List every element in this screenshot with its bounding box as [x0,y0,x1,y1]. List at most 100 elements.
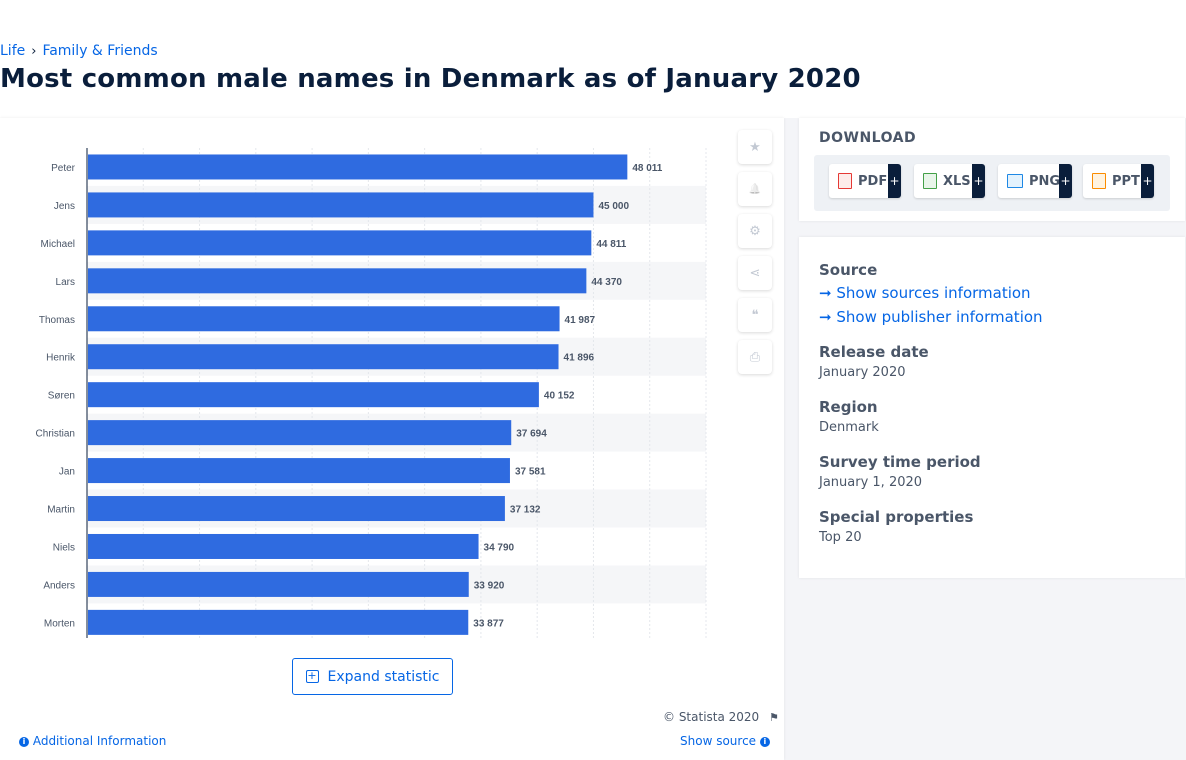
flag-icon[interactable]: ⚑ [769,711,779,724]
special-properties-heading: Special properties [819,508,974,526]
value-label: 33 920 [474,580,505,591]
copyright-text: © Statista 2020 [663,710,760,724]
category-label: Christian [36,429,75,440]
copyright-notice: © Statista 2020 ⚑ [663,710,779,724]
download-card: DOWNLOAD PDF + XLS + PNG + PPT + [799,118,1185,221]
pdf-file-icon [838,173,852,189]
chart-toolbar: ★ 🔔 ⚙ ⋖ ❝ ⎙ [738,130,772,382]
gear-icon: ⚙ [749,223,761,239]
release-date-value: January 2020 [819,365,906,380]
bar-chart: Peter 48 011 Jens 45 000 Michael 44 811 Lars 44… [36,148,707,638]
plus-icon: + [1059,164,1072,198]
bar [88,496,505,522]
info-icon: i [19,736,29,747]
bar [88,458,510,484]
bar [88,609,469,635]
star-icon: ★ [749,139,761,155]
value-label: 45 000 [598,201,629,212]
print-button[interactable]: ⎙ [738,340,772,374]
value-label: 41 987 [565,315,596,326]
share-icon: ⋖ [749,265,761,281]
category-label: Morten [44,618,75,629]
breadcrumb-item-family-friends[interactable]: Family & Friends [42,43,158,59]
favorite-button[interactable]: ★ [738,130,772,164]
print-icon: ⎙ [749,349,761,365]
additional-information-link[interactable]: i Additional Information [19,734,166,748]
xls-file-icon [923,173,937,189]
region-value: Denmark [819,420,879,435]
page-title: Most common male names in Denmark as of … [0,64,861,94]
bar [88,230,592,256]
bar [88,571,469,597]
download-ppt-button[interactable]: PPT + [1083,164,1154,198]
breadcrumb-separator: › [31,44,37,59]
statistic-details-card: Source ➞ Show sources information ➞ Show… [799,237,1185,578]
show-publisher-label: Show publisher information [836,308,1043,326]
download-buttons-row: PDF + XLS + PNG + PPT + [814,155,1170,211]
bar [88,533,479,559]
value-label: 48 011 [632,163,662,174]
value-label: 41 896 [564,353,595,364]
survey-period-heading: Survey time period [819,453,981,471]
bar [88,154,628,180]
bar [88,192,594,218]
category-label: Niels [53,542,75,553]
value-label: 40 152 [544,391,575,402]
value-label: 34 790 [484,542,515,553]
download-xls-button[interactable]: XLS + [914,164,985,198]
value-label: 33 877 [473,618,504,629]
citation-button[interactable]: ❝ [738,298,772,332]
category-label: Anders [43,580,75,591]
category-label: Lars [56,277,75,288]
chart-card: Peter 48 011 Jens 45 000 Michael 44 811 Lars 44… [0,118,784,760]
bar [88,420,512,446]
value-label: 44 811 [596,239,626,250]
ppt-file-icon [1092,173,1106,189]
category-label: Henrik [46,353,76,364]
source-heading: Source [819,261,878,279]
additional-information-label: Additional Information [32,734,167,748]
notification-button[interactable]: 🔔 [738,172,772,206]
download-pdf-label: PDF [858,173,888,189]
download-ppt-label: PPT [1112,173,1140,189]
breadcrumb: Life › Family & Friends [0,43,158,59]
category-label: Jens [54,201,75,212]
category-label: Peter [51,163,76,174]
plus-icon: + [972,164,985,198]
expand-statistic-label: Expand statistic [327,668,440,685]
breadcrumb-item-life[interactable]: Life [0,43,26,59]
category-label: Jan [59,467,75,478]
info-icon: i [759,736,770,747]
value-label: 37 132 [510,505,541,516]
survey-period-value: January 1, 2020 [819,475,923,490]
download-pdf-button[interactable]: PDF + [829,164,901,198]
show-sources-link[interactable]: ➞ Show sources information [819,284,1031,302]
region-heading: Region [819,398,878,416]
category-label: Michael [41,239,75,250]
png-file-icon [1007,174,1023,188]
arrow-right-icon: ➞ [819,308,832,326]
settings-button[interactable]: ⚙ [738,214,772,248]
show-source-label: Show source [680,734,757,748]
plus-icon: + [1141,164,1154,198]
category-label: Søren [48,391,75,402]
show-source-link[interactable]: Show source i [680,734,770,748]
plus-icon: + [888,164,901,198]
download-png-label: PNG [1029,173,1061,189]
bar [88,382,539,408]
category-label: Martin [47,505,75,516]
value-label: 37 581 [515,467,546,478]
download-title: DOWNLOAD [819,130,917,146]
value-label: 44 370 [591,277,622,288]
expand-statistic-button[interactable]: + Expand statistic [292,658,453,695]
bar [88,344,559,370]
download-png-button[interactable]: PNG + [998,164,1072,198]
quote-icon: ❝ [751,307,759,323]
share-button[interactable]: ⋖ [738,256,772,290]
release-date-heading: Release date [819,343,929,361]
download-xls-label: XLS [943,173,971,189]
category-label: Thomas [39,315,75,326]
bell-icon: 🔔 [748,183,762,195]
show-publisher-link[interactable]: ➞ Show publisher information [819,308,1043,326]
bar [88,268,587,294]
